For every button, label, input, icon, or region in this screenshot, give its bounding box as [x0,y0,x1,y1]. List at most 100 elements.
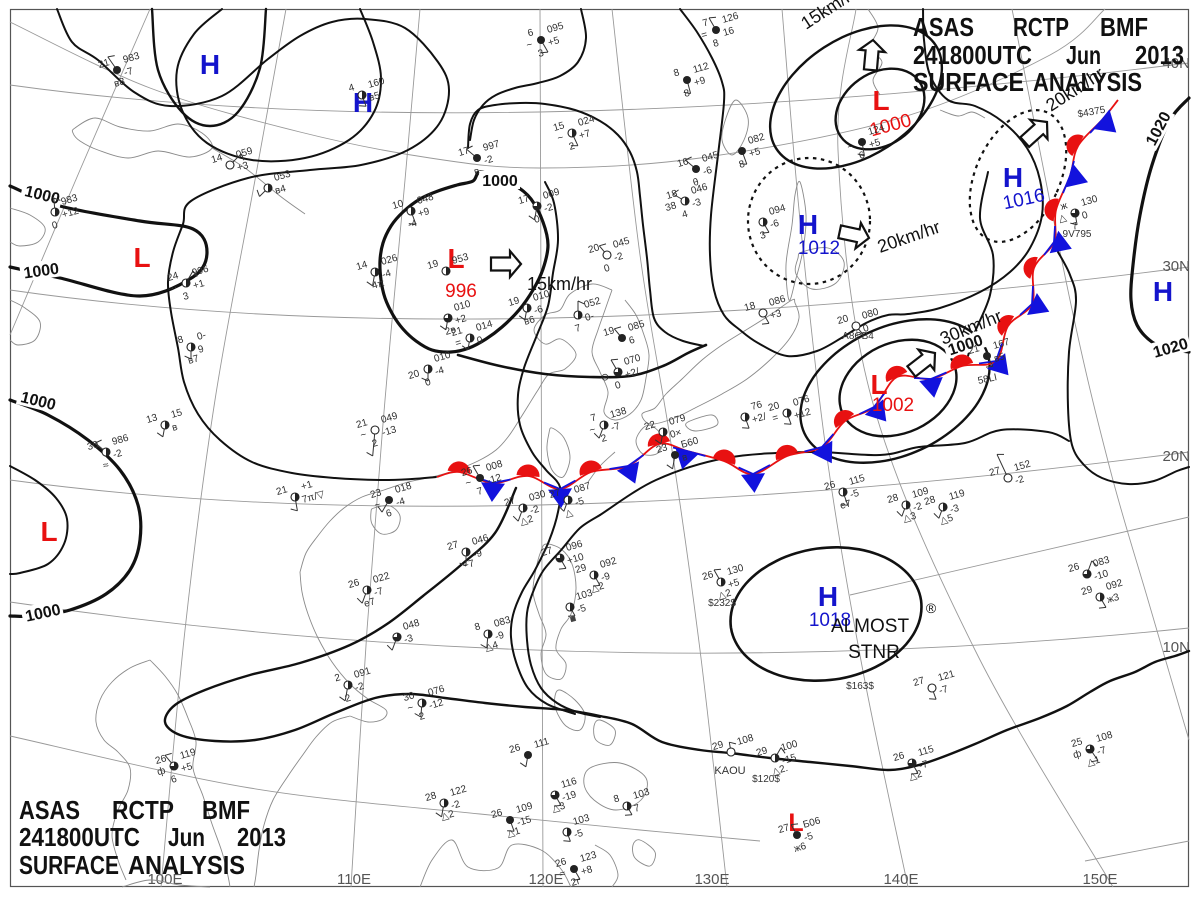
svg-text:046: 046 [690,182,709,197]
svg-text:38: 38 [664,200,678,214]
svg-text:27: 27 [912,675,926,689]
svg-text:△2: △2 [590,581,606,595]
svg-text:RCTP: RCTP [1013,12,1069,42]
svg-text:986: 986 [111,433,130,448]
svg-text:L: L [133,242,150,273]
svg-text:29: 29 [574,562,588,576]
svg-text:+1: +1 [300,479,314,493]
svg-text:-6: -6 [769,218,781,231]
svg-text:+3: +3 [236,160,250,174]
svg-text:в8: в8 [113,76,127,90]
svg-text:-2: -2 [912,501,924,514]
svg-text:®: ® [926,600,937,616]
svg-text:16: 16 [722,25,736,39]
svg-text:-5: -5 [573,828,585,841]
svg-text:Б60: Б60 [680,435,700,451]
svg-text:+10: +10 [566,552,586,567]
svg-text:~: ~ [359,429,368,441]
svg-text:SURFACE: SURFACE [19,850,119,880]
svg-text:в: в [171,422,179,434]
svg-text:26: 26 [154,753,168,767]
svg-text:070: 070 [623,353,642,368]
svg-text:8: 8 [176,334,185,346]
svg-text:16: 16 [676,156,690,170]
svg-text:083: 083 [1092,555,1111,570]
svg-text:~: ~ [588,424,597,436]
svg-text:953: 953 [451,252,470,267]
svg-text:049: 049 [380,411,399,426]
svg-text:124: 124 [867,123,886,138]
svg-text:024: 024 [577,114,596,129]
svg-text:9: 9 [197,344,206,356]
svg-text:119: 119 [179,747,198,762]
svg-text:3: 3 [759,230,768,242]
svg-text:1000: 1000 [23,261,61,283]
svg-text:+12: +12 [793,407,813,422]
svg-text:2: 2 [600,433,609,445]
svg-text:≈: ≈ [102,460,111,472]
svg-text:~: ~ [525,39,534,51]
svg-text:996: 996 [445,281,477,302]
svg-text:L: L [788,809,803,837]
svg-text:=: = [771,412,780,424]
svg-text:ASAS: ASAS [913,12,974,42]
svg-text:27: 27 [548,487,562,501]
svg-text:121: 121 [937,669,956,684]
svg-text:20N: 20N [1162,448,1190,465]
svg-text:-3: -3 [403,633,415,646]
svg-text:15: 15 [552,120,566,134]
svg-text:130: 130 [726,563,745,578]
svg-text:25: 25 [1070,736,1084,750]
svg-text:△2: △2 [717,588,733,602]
svg-text:-6: -6 [533,304,545,317]
svg-text:0: 0 [424,377,433,389]
svg-text:26: 26 [347,577,361,591]
svg-text:-7: -7 [373,586,385,599]
svg-text:130: 130 [1080,194,1099,209]
svg-text:167: 167 [992,337,1011,352]
svg-text:20: 20 [407,368,421,382]
svg-text:H: H [200,49,220,80]
svg-text:014: 014 [475,319,494,334]
svg-text:-3: -3 [949,503,961,516]
svg-text:0: 0 [1081,210,1090,222]
svg-text:30: 30 [86,439,100,453]
svg-text:Jun: Jun [1066,40,1101,70]
svg-text:8: 8 [672,67,681,79]
svg-text:116: 116 [560,776,579,791]
svg-text:20: 20 [836,313,850,327]
svg-text:θ: θ [692,177,701,189]
svg-text:в5: в5 [993,351,1007,365]
svg-text:150E: 150E [1082,871,1117,888]
svg-text:103: 103 [632,787,651,802]
svg-text:-9: -9 [494,630,506,643]
svg-text:+2: +2 [454,313,468,327]
svg-text:26: 26 [1067,561,1081,575]
svg-text:+2/: +2/ [624,366,641,381]
svg-text:0: 0 [533,214,542,226]
svg-text:в: в [473,166,481,178]
svg-text:18: 18 [743,300,757,314]
svg-text:-15: -15 [516,814,533,829]
svg-text:20: 20 [587,242,601,256]
svg-text:-2: -2 [112,448,124,461]
svg-text:8: 8 [473,621,482,633]
svg-text:Jun: Jun [168,822,205,852]
svg-text:28: 28 [923,494,937,508]
svg-text:983: 983 [60,193,79,208]
svg-text:+9: +9 [693,75,707,89]
svg-text:138: 138 [609,406,628,421]
svg-text:045: 045 [612,236,631,251]
svg-text:28: 28 [424,790,438,804]
svg-text:109: 109 [911,486,930,501]
svg-text:096: 096 [565,539,584,554]
svg-text:2: 2 [333,672,342,684]
svg-text:6: 6 [385,508,394,520]
svg-text:-4: -4 [381,268,393,281]
svg-text:087: 087 [573,481,592,496]
svg-text:$120$: $120$ [752,774,780,785]
svg-text:086: 086 [768,294,787,309]
svg-text:108: 108 [736,733,755,748]
svg-text:059: 059 [235,146,254,161]
svg-text:095: 095 [546,21,565,36]
